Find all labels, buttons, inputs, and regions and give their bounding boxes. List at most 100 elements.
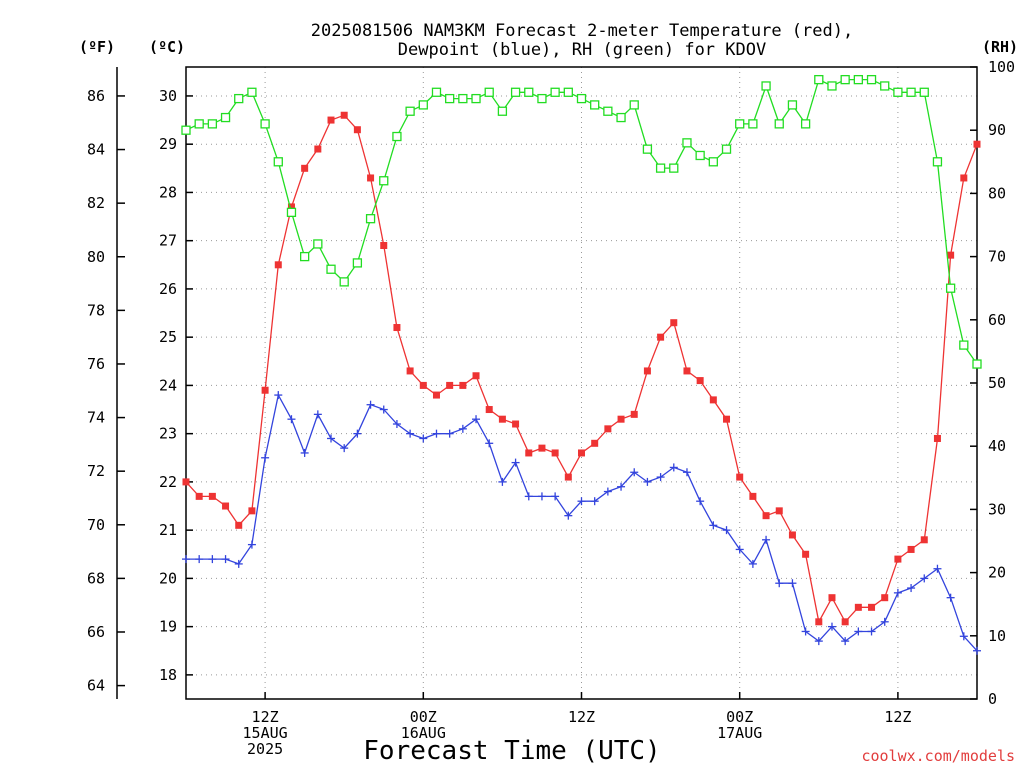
fahrenheit-tick-label: 84 xyxy=(87,141,105,159)
dewpoint-point xyxy=(973,646,981,655)
rh-point xyxy=(721,144,732,154)
temperature-point xyxy=(907,545,915,553)
dewpoint-point xyxy=(564,511,573,520)
temperature-point xyxy=(498,415,506,423)
rh-unit-label: (RH) xyxy=(982,38,1018,56)
dewpoint-point xyxy=(920,574,929,583)
rh-point xyxy=(919,87,929,97)
temperature-point xyxy=(881,594,889,602)
rh-tick-label: 90 xyxy=(988,121,1006,139)
rh-point xyxy=(853,74,863,85)
dewpoint-point xyxy=(801,627,810,636)
rh-point xyxy=(273,157,283,167)
celsius-unit-label: (ºC) xyxy=(149,38,185,56)
temperature-point xyxy=(419,381,427,389)
rh-tick-label: 20 xyxy=(988,564,1006,582)
dewpoint-point xyxy=(880,617,889,626)
dewpoint-point xyxy=(524,492,533,501)
rh-tick-label: 0 xyxy=(988,690,997,708)
dewpoint-point xyxy=(630,468,639,477)
rh-point xyxy=(800,119,811,129)
temperature-point xyxy=(248,507,256,515)
rh-point xyxy=(827,81,837,91)
temperature-line xyxy=(185,114,978,624)
dewpoint-point xyxy=(537,492,546,501)
temperature-point xyxy=(723,415,731,423)
rh-point xyxy=(655,163,666,173)
dewpoint-point xyxy=(313,410,322,419)
temperature-point xyxy=(485,406,493,414)
chart-title-line-2: Dewpoint (blue), RH (green) for KDOV xyxy=(398,40,766,60)
temperature-point xyxy=(578,449,585,457)
temperature-point xyxy=(327,116,335,124)
celsius-tick-label: 19 xyxy=(159,618,177,636)
dewpoint-point xyxy=(432,429,441,438)
dewpoint-point xyxy=(577,497,586,506)
dewpoint-point xyxy=(669,463,678,472)
time-tick-label: 2025 xyxy=(247,740,283,758)
dewpoint-point xyxy=(379,405,388,414)
dewpoint-point xyxy=(709,521,718,530)
rh-tick-label: 50 xyxy=(988,374,1006,392)
rh-point xyxy=(313,239,323,249)
celsius-tick-label: 28 xyxy=(159,183,177,201)
temperature-point xyxy=(380,242,388,250)
celsius-tick-label: 26 xyxy=(159,280,177,298)
temperature-point xyxy=(472,372,480,380)
rh-point xyxy=(669,163,679,173)
temperature-point xyxy=(222,502,230,510)
temperature-point xyxy=(301,164,309,172)
fahrenheit-tick-label: 80 xyxy=(87,248,105,266)
dewpoint-point xyxy=(788,579,797,588)
dewpoint-point xyxy=(748,559,757,568)
celsius-tick-label: 30 xyxy=(159,87,177,105)
temperature-point xyxy=(736,473,744,481)
rh-point xyxy=(972,359,982,369)
temperature-point xyxy=(762,512,770,520)
rh-point xyxy=(510,87,521,97)
dewpoint-point xyxy=(261,453,270,462)
rh-point xyxy=(524,87,534,97)
rh-point xyxy=(959,340,969,350)
rh-point xyxy=(748,119,758,129)
dewpoint-point xyxy=(722,526,731,535)
dewpoint-point xyxy=(458,424,467,433)
rh-point xyxy=(220,112,231,123)
temperature-point xyxy=(208,492,216,500)
celsius-tick-label: 22 xyxy=(159,473,177,491)
rh-tick-label: 60 xyxy=(988,311,1006,329)
temperature-point xyxy=(788,531,796,539)
fahrenheit-tick-label: 68 xyxy=(87,569,105,587)
rh-tick-label: 70 xyxy=(988,248,1006,266)
temperature-point xyxy=(933,434,941,442)
time-tick-label: 12Z xyxy=(568,708,595,726)
rh-point xyxy=(181,125,191,135)
fahrenheit-tick-label: 82 xyxy=(87,194,105,212)
rh-point xyxy=(392,131,402,142)
temperature-point xyxy=(894,555,902,563)
rh-point xyxy=(932,157,943,167)
temperature-point xyxy=(340,111,348,119)
rh-tick-label: 80 xyxy=(988,184,1006,202)
celsius-tick-label: 29 xyxy=(159,135,177,153)
rh-point xyxy=(629,100,639,110)
temperature-point xyxy=(643,367,651,375)
rh-tick-label: 40 xyxy=(988,437,1006,455)
rh-point xyxy=(906,87,916,97)
dewpoint-point xyxy=(933,564,942,573)
rh-point xyxy=(682,138,692,148)
temperature-series xyxy=(182,111,981,626)
celsius-tick-label: 25 xyxy=(159,328,177,346)
dewpoint-point xyxy=(287,415,296,424)
fahrenheit-tick-label: 64 xyxy=(87,677,105,695)
dewpoint-point xyxy=(762,535,771,544)
temperature-point xyxy=(841,618,849,626)
rh-point xyxy=(339,277,349,287)
rh-point xyxy=(840,74,850,85)
rh-point xyxy=(563,87,573,97)
temperature-point xyxy=(446,381,454,389)
fahrenheit-tick-label: 76 xyxy=(87,355,105,373)
rh-point xyxy=(484,87,494,97)
rh-point xyxy=(590,100,600,110)
